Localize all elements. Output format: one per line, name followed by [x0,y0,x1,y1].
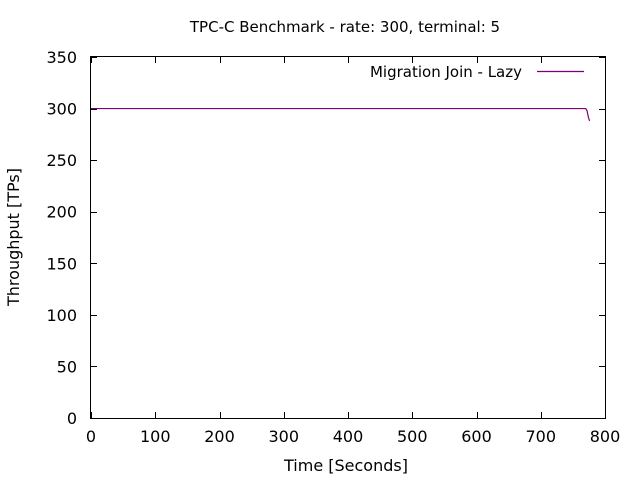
x-tick-label-100: 100 [140,427,171,446]
y-tick-label-150: 150 [46,254,77,273]
x-axis-tick-labels: 0 100 200 300 400 500 600 700 800 [86,427,620,446]
x-tick-label-400: 400 [333,427,364,446]
y-tick-label-350: 350 [46,48,77,67]
y-tick-label-0: 0 [67,409,77,428]
series-line-0 [91,107,591,122]
x-tick-label-0: 0 [86,427,96,446]
y-tick-label-300: 300 [46,100,77,119]
x-tick-label-300: 300 [268,427,299,446]
x-tick-label-200: 200 [204,427,235,446]
y-axis-ticks [91,57,605,419]
x-tick-label-700: 700 [525,427,556,446]
y-axis-label: Throughput [TPs] [4,168,23,307]
legend: Migration Join - Lazy [370,63,584,81]
x-tick-label-800: 800 [590,427,621,446]
y-tick-label-200: 200 [46,203,77,222]
x-axis-label: Time [Seconds] [283,456,408,475]
x-axis-ticks [91,57,606,418]
legend-label-migration-join-lazy: Migration Join - Lazy [370,63,522,81]
series-layer [91,107,591,122]
y-tick-label-100: 100 [46,306,77,325]
y-tick-label-250: 250 [46,151,77,170]
y-axis-tick-labels: 0 50 100 150 200 250 300 350 [46,48,77,428]
plot-frame [90,56,606,419]
y-tick-label-50: 50 [57,357,77,376]
chart-title: TPC-C Benchmark - rate: 300, terminal: 5 [189,18,500,36]
x-tick-label-500: 500 [397,427,428,446]
x-tick-label-600: 600 [461,427,492,446]
